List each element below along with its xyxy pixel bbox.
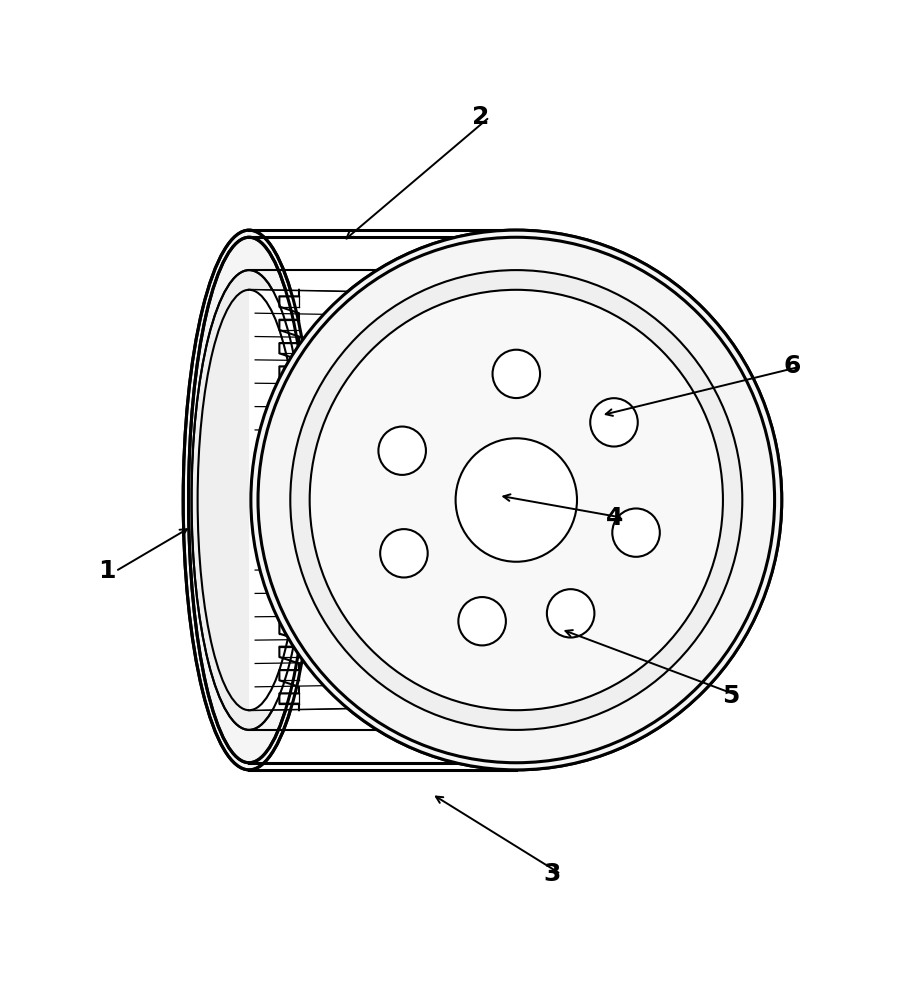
Text: 4: 4: [606, 506, 623, 530]
Ellipse shape: [183, 230, 315, 770]
Ellipse shape: [251, 230, 782, 770]
Text: 1: 1: [98, 559, 115, 583]
Ellipse shape: [380, 529, 428, 577]
Text: 3: 3: [544, 862, 561, 886]
Ellipse shape: [309, 290, 723, 710]
Text: 2: 2: [472, 105, 490, 129]
Ellipse shape: [378, 427, 426, 475]
Text: 6: 6: [784, 354, 801, 378]
Ellipse shape: [251, 230, 782, 770]
Ellipse shape: [547, 589, 594, 638]
Ellipse shape: [309, 290, 723, 710]
Ellipse shape: [612, 508, 660, 557]
Ellipse shape: [290, 270, 743, 730]
Ellipse shape: [493, 350, 540, 398]
Ellipse shape: [456, 438, 577, 562]
Polygon shape: [249, 290, 476, 710]
Ellipse shape: [258, 237, 775, 763]
Ellipse shape: [258, 237, 775, 763]
Ellipse shape: [290, 270, 743, 730]
Ellipse shape: [458, 597, 506, 645]
Text: 5: 5: [722, 684, 739, 708]
Ellipse shape: [591, 398, 637, 447]
Ellipse shape: [189, 237, 309, 763]
Ellipse shape: [191, 270, 307, 730]
